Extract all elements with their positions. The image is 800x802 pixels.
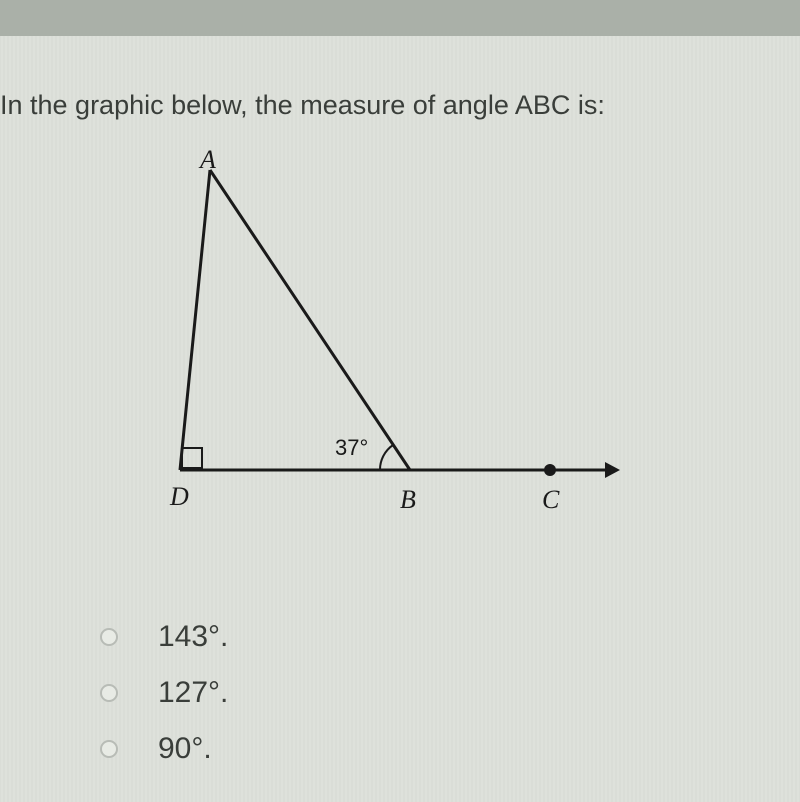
line-AD: [180, 170, 210, 470]
option-label: 90°.: [158, 732, 212, 766]
radio-icon[interactable]: [100, 684, 118, 702]
geometry-diagram: A D B C 37°: [80, 150, 620, 530]
angle-label: 37°: [335, 435, 368, 460]
option-row[interactable]: 143°.: [100, 620, 228, 654]
radio-icon[interactable]: [100, 628, 118, 646]
label-D: D: [169, 482, 189, 511]
angle-arc-B: [380, 445, 393, 470]
option-row[interactable]: 90°.: [100, 732, 228, 766]
option-label: 127°.: [158, 676, 228, 710]
header-bar: [0, 0, 800, 36]
label-B: B: [400, 485, 416, 514]
option-label: 143°.: [158, 620, 228, 654]
option-row[interactable]: 127°.: [100, 676, 228, 710]
arrowhead-icon: [605, 462, 620, 478]
right-angle-marker: [182, 448, 202, 468]
line-AB: [210, 170, 410, 470]
label-A: A: [198, 150, 216, 174]
radio-icon[interactable]: [100, 740, 118, 758]
label-C: C: [542, 485, 560, 514]
answer-options: 143°. 127°. 90°.: [100, 620, 228, 788]
diagram-svg: A D B C 37°: [80, 150, 620, 530]
question-prompt: In the graphic below, the measure of ang…: [0, 90, 605, 121]
point-C-dot: [544, 464, 556, 476]
